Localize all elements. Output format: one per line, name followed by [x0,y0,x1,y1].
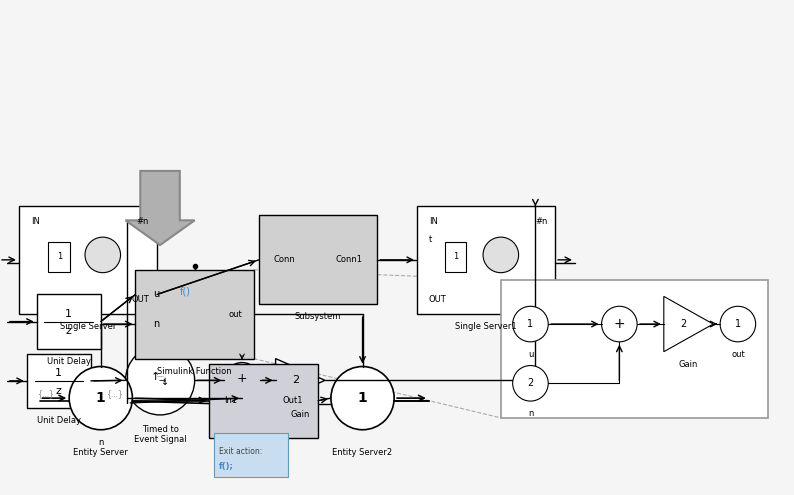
Text: 1: 1 [65,309,72,319]
Text: —: — [156,373,164,379]
Text: Subsystem: Subsystem [241,446,287,454]
Text: Single Server: Single Server [60,322,116,331]
Text: Subsystem: Subsystem [295,312,341,321]
Text: Exit action:: Exit action: [219,446,263,455]
Text: Conn1: Conn1 [336,255,363,264]
Text: +: + [237,372,248,385]
Text: f(): f() [179,287,191,297]
Text: {...}: {...} [37,389,54,397]
Text: #n: #n [535,217,547,226]
Text: Gain: Gain [679,359,698,369]
Text: z: z [66,327,71,337]
Bar [501,280,768,418]
Text: t: t [429,235,432,244]
Circle shape [331,366,394,430]
Bar [135,270,254,358]
Bar [37,295,101,349]
Text: 2: 2 [680,319,687,329]
Text: 1: 1 [56,368,62,378]
Text: 1: 1 [453,252,458,261]
Bar [210,363,318,438]
Text: Timed to
Event Signal: Timed to Event Signal [133,425,187,444]
Text: Entity Server: Entity Server [73,447,128,456]
Text: Unit Delay: Unit Delay [47,356,91,366]
Text: out: out [731,350,745,359]
Text: 1: 1 [56,252,62,261]
Text: OUT: OUT [429,296,446,304]
Circle shape [483,237,518,273]
Text: Conn: Conn [274,255,295,264]
Circle shape [513,365,548,401]
Text: IN: IN [31,217,40,226]
Bar [259,215,377,304]
Text: 1: 1 [734,319,741,329]
Text: #n: #n [137,217,149,226]
Circle shape [125,346,195,415]
Text: IN: IN [429,217,437,226]
Text: Unit Delay: Unit Delay [37,416,81,425]
Text: Out1: Out1 [283,396,303,405]
Circle shape [513,306,548,342]
Text: ↓: ↓ [161,377,169,387]
Text: z: z [56,386,62,396]
Circle shape [224,362,260,398]
Text: 1: 1 [357,391,368,405]
Text: u: u [153,290,160,299]
Text: 2: 2 [292,375,299,385]
Text: n: n [153,319,160,329]
Text: 1: 1 [527,319,534,329]
Circle shape [602,306,637,342]
Text: 1: 1 [96,391,106,405]
Text: 2: 2 [527,378,534,388]
Text: Entity Server2: Entity Server2 [333,447,392,456]
Bar [27,354,91,408]
Text: u: u [528,350,533,359]
Text: Gain: Gain [291,410,310,419]
Text: f();: f(); [219,462,234,471]
Circle shape [720,306,756,342]
Polygon shape [664,297,713,352]
Bar [48,242,70,272]
Text: Simulink Function: Simulink Function [157,366,232,376]
Bar [417,205,555,314]
Bar [19,205,157,314]
Text: +: + [614,317,625,331]
Text: ↑: ↑ [150,372,160,383]
Circle shape [85,237,121,273]
Text: →: → [159,376,165,385]
Bar [214,433,288,477]
Polygon shape [125,171,195,245]
Polygon shape [276,358,325,402]
Text: n: n [98,438,103,446]
Bar [445,242,466,272]
Text: {...}: {...} [106,389,122,397]
Text: Single Server1: Single Server1 [455,322,517,331]
Text: n: n [528,409,533,418]
Circle shape [69,366,133,430]
Text: out: out [229,310,242,319]
Text: OUT: OUT [132,296,149,304]
Text: In1: In1 [224,396,237,405]
